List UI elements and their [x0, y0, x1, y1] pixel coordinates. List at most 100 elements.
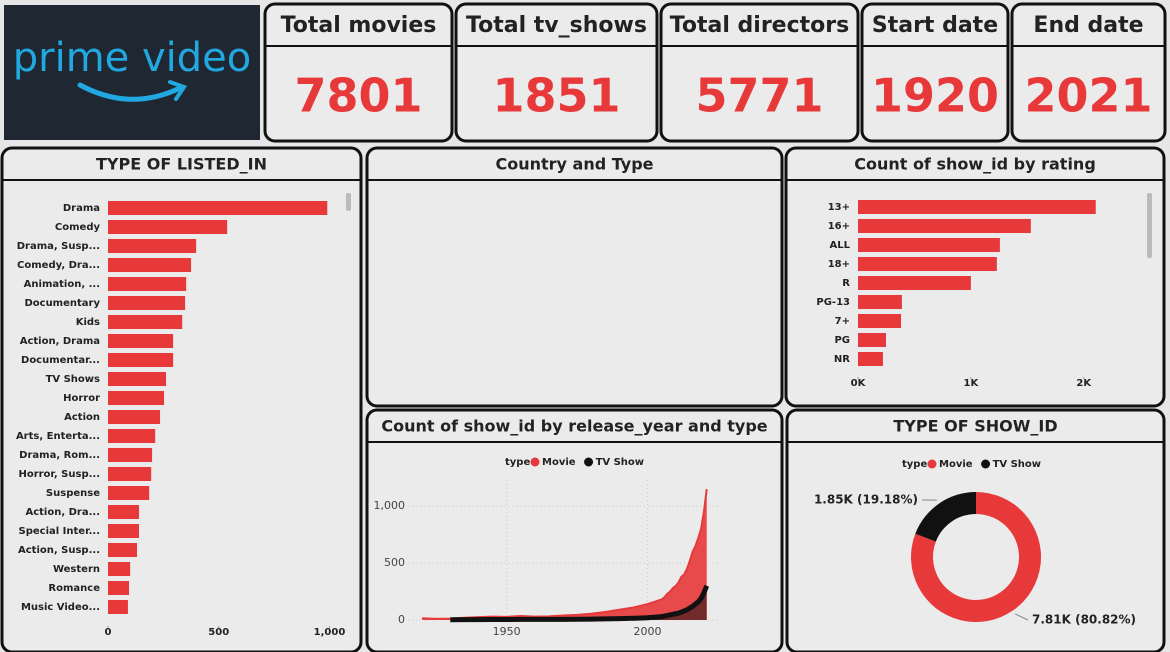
legend-label: Movie	[542, 457, 576, 468]
y-tick-label: TV Shows	[46, 374, 100, 385]
y-tick-label: Special Inter...	[19, 526, 100, 537]
y-tick-label: NR	[834, 354, 850, 365]
x-tick-label: 500	[208, 627, 229, 638]
area-fill	[450, 585, 707, 620]
bar	[108, 239, 197, 253]
bar	[858, 219, 1031, 233]
y-tick-label: Action	[64, 412, 100, 423]
bar	[108, 315, 183, 329]
chart-title: TYPE OF SHOW_ID	[893, 417, 1057, 436]
kpi-card	[1010, 2, 1167, 143]
data-label: 7.81K (80.82%)	[1032, 613, 1136, 627]
bar	[858, 257, 997, 271]
legend-swatch	[927, 459, 937, 469]
legend-label: Movie	[939, 459, 973, 470]
bar	[108, 391, 165, 405]
bar	[108, 429, 156, 443]
chart-panel	[365, 146, 784, 408]
chart-panel	[785, 408, 1166, 652]
bar	[108, 220, 228, 234]
series-line	[450, 584, 710, 623]
y-tick-label: Romance	[48, 583, 100, 594]
bar	[108, 334, 174, 348]
kpi-card	[659, 2, 860, 143]
x-tick-label: 1950	[493, 625, 521, 638]
bar	[108, 258, 192, 272]
legend-swatch	[981, 459, 991, 469]
bar	[108, 467, 152, 481]
y-tick-label: Animation, ...	[24, 279, 100, 290]
kpi-value: 1851	[492, 69, 620, 123]
legend-label: TV Show	[993, 459, 1041, 470]
logo: prime video	[13, 35, 252, 81]
x-tick-label: 2K	[1076, 378, 1092, 389]
y-tick-label: 500	[384, 556, 405, 569]
series-line	[422, 488, 708, 620]
bar	[108, 486, 150, 500]
y-tick-label: R	[842, 278, 850, 289]
bar	[858, 295, 902, 309]
leader-line	[1014, 613, 1029, 621]
bar	[858, 333, 886, 347]
bar	[108, 543, 138, 557]
x-tick-label: 1K	[964, 378, 980, 389]
y-tick-label: Drama, Rom...	[19, 450, 100, 461]
logo-arrow	[168, 80, 188, 101]
bar	[858, 276, 971, 290]
bar	[858, 314, 902, 328]
chart-title: Count of show_id by rating	[854, 155, 1096, 174]
y-tick-label: 0	[398, 613, 405, 626]
y-tick-label: Horror, Susp...	[18, 469, 100, 480]
bar	[108, 410, 161, 424]
bar	[858, 238, 1000, 252]
kpi-label: Total tv_shows	[466, 13, 647, 38]
kpi-label: End date	[1033, 13, 1143, 38]
scrollbar	[1147, 193, 1152, 258]
y-tick-label: Action, Drama	[20, 336, 100, 347]
chart-panel	[784, 146, 1166, 408]
bar	[108, 296, 186, 310]
x-tick-label: 0K	[851, 378, 867, 389]
y-tick-label: Horror	[63, 393, 100, 404]
kpi-card	[860, 2, 1010, 143]
y-tick-label: Drama	[63, 203, 100, 214]
y-tick-label: Action, Dra...	[25, 507, 100, 518]
chart-title: TYPE OF LISTED_IN	[96, 155, 267, 174]
y-tick-label: Action, Susp...	[18, 545, 100, 556]
donut-slice	[915, 492, 976, 542]
bar	[108, 277, 187, 291]
bar	[108, 524, 140, 538]
kpi-label: Total directors	[670, 13, 849, 38]
legend-swatch	[584, 457, 594, 467]
x-tick-label: 0	[105, 627, 112, 638]
y-tick-label: Documentary	[24, 298, 100, 309]
bar	[108, 353, 174, 367]
legend-swatch	[530, 457, 540, 467]
kpi-value: 5771	[695, 69, 823, 123]
logo-panel	[4, 5, 260, 140]
y-tick-label: Drama, Susp...	[17, 241, 100, 252]
bar	[108, 201, 328, 215]
y-tick-label: PG-13	[816, 297, 850, 308]
y-tick-label: 7+	[835, 316, 850, 327]
y-tick-label: PG	[834, 335, 850, 346]
bar	[858, 200, 1096, 214]
legend-label: TV Show	[596, 457, 644, 468]
bar	[108, 562, 131, 576]
bar	[108, 448, 153, 462]
kpi-card	[263, 2, 454, 143]
y-tick-label: Comedy, Dra...	[17, 260, 100, 271]
y-tick-label: 13+	[828, 202, 850, 213]
y-tick-label: ALL	[830, 240, 851, 251]
y-tick-label: 18+	[828, 259, 850, 270]
y-tick-label: Music Video...	[21, 602, 100, 613]
y-tick-label: Suspense	[46, 488, 100, 499]
y-tick-label: Kids	[76, 317, 100, 328]
kpi-value: 1920	[871, 69, 999, 123]
area-fill	[422, 489, 707, 620]
bar	[858, 352, 883, 366]
y-tick-label: 1,000	[374, 499, 406, 512]
y-tick-label: Western	[53, 564, 100, 575]
y-tick-label: 16+	[828, 221, 850, 232]
